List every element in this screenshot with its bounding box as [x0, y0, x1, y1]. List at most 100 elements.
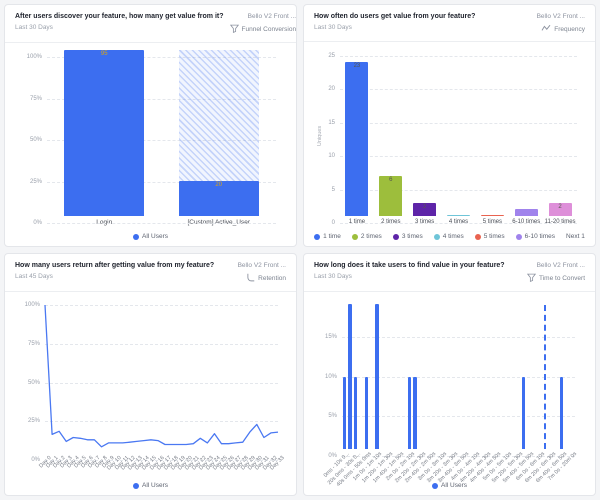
frequency-chart-plot[interactable]: 25 20 15 10 5 0 Uniques 23 6 2 2 [314, 50, 585, 226]
panel-body: 100% 75% 50% 25% 0% Day 0 Day 1 Day 2 Day 3 Day … [5, 292, 296, 495]
frequency-bar[interactable]: 2 [548, 202, 572, 216]
y-tick-label: 0% [328, 453, 337, 459]
legend-item[interactable]: All Users [431, 482, 467, 489]
legend-item[interactable]: All Users [132, 482, 168, 489]
panel-title[interactable]: How often do users get value from your f… [314, 13, 476, 20]
legend-dot [433, 233, 440, 240]
panel-header: After users discover your feature, how m… [5, 5, 296, 43]
legend-label: 4 times [442, 233, 464, 240]
gridline [340, 56, 577, 57]
legend-item[interactable]: All Users [132, 233, 168, 240]
legend-dot [431, 482, 438, 489]
panel-header-left: How long does it take users to find valu… [314, 262, 505, 280]
gridline [47, 140, 276, 141]
legend-item[interactable]: 2 times [351, 233, 382, 240]
gridline [342, 456, 575, 457]
legend-item[interactable]: 6-10 times [515, 233, 556, 240]
y-tick-label: 75% [27, 340, 40, 347]
time-to-convert-bar[interactable] [353, 376, 358, 449]
panel-header: How long does it take users to find valu… [304, 254, 595, 292]
panel-title[interactable]: How many users return after getting valu… [15, 262, 215, 269]
legend-item[interactable]: 3 times [392, 233, 423, 240]
gridline [340, 122, 577, 124]
funnel-bar[interactable]: 20 [178, 181, 259, 216]
panel-time-to-convert: How long does it take users to find valu… [303, 253, 596, 496]
time-to-convert-chart-plot[interactable]: 15% 10% 5% 0% [314, 300, 585, 459]
y-tick-label: 10 [328, 153, 335, 160]
frequency-bar[interactable]: 6 [379, 175, 403, 216]
bar-value-label: 2 [422, 203, 427, 210]
x-tick-label: 6-10 times [512, 219, 541, 225]
frequency-icon [541, 24, 551, 34]
gridline [340, 223, 577, 224]
funnel-bar[interactable]: 95 [64, 50, 145, 216]
gridline [45, 460, 278, 461]
x-axis-labels: Login [Custom] Active_User [15, 216, 286, 228]
gridline [342, 376, 575, 378]
gridline [47, 57, 276, 58]
time-to-convert-bar[interactable] [348, 304, 352, 449]
y-tick-label: 0% [31, 457, 40, 463]
time-to-convert-bar[interactable] [413, 376, 417, 449]
retention-chart-plot[interactable]: 100% 75% 50% 25% 0% [15, 300, 286, 463]
frequency-bar[interactable] [514, 209, 538, 216]
legend-item[interactable]: 4 times [433, 233, 464, 240]
frequency-bar[interactable] [446, 214, 470, 216]
chart-legend: All Users [15, 228, 286, 244]
panel-body: 25 20 15 10 5 0 Uniques 23 6 2 2 1 time 2 times 3 ti… [304, 42, 595, 246]
time-to-convert-bar[interactable] [342, 376, 347, 449]
x-axis-labels: 1 time 2 times 3 times 4 times 5 times 6-10 t… [314, 216, 585, 228]
panel-header-left: How many users return after getting valu… [15, 262, 214, 280]
panel-source-link[interactable]: Bello V2 Front ... [536, 262, 585, 269]
gridline [340, 189, 577, 191]
panel-chart-type: Retention [238, 273, 286, 284]
time-to-convert-bar[interactable] [407, 376, 412, 449]
gridline [342, 416, 575, 418]
y-tick-label: 20 [328, 86, 335, 93]
panel-source-link[interactable]: Bello V2 Front ... [237, 262, 286, 269]
legend-label: 1 time [323, 233, 341, 240]
time-to-convert-bar[interactable] [521, 376, 526, 449]
retention-line[interactable] [15, 300, 286, 460]
legend-item[interactable]: 5 times [474, 233, 505, 240]
frequency-bar[interactable] [480, 214, 504, 216]
y-tick-label: 15 [328, 119, 335, 126]
legend-dot [132, 482, 139, 489]
gridline [45, 305, 278, 306]
panel-source-link[interactable]: Bello V2 Front ... [536, 13, 585, 20]
y-tick-label: 75% [29, 95, 42, 102]
time-to-convert-bar[interactable] [559, 376, 564, 449]
gridline [340, 89, 577, 91]
gridline [47, 181, 276, 183]
legend-dot [314, 233, 321, 240]
panel-title[interactable]: After users discover your feature, how m… [15, 13, 224, 20]
bar-value-label: 20 [215, 182, 223, 189]
gridline [340, 156, 577, 158]
panel-source-link[interactable]: Bello V2 Front ... [247, 13, 297, 20]
time-to-convert-bar[interactable] [364, 376, 369, 449]
legend-label: 6-10 times [524, 233, 556, 240]
y-tick-label: 25 [328, 53, 335, 59]
gridline [45, 382, 278, 384]
x-axis-labels: Day 0 Day 1 Day 2 Day 3 Day 4 Day 5 Day 6 Day 7… [15, 453, 286, 477]
panel-header-right: Bello V2 Front ... Funnel Conversion [224, 13, 297, 35]
chart-type-label: Funnel Conversion [241, 26, 297, 33]
bar-value-label: 2 [558, 203, 562, 210]
x-tick-label: 1 time [348, 219, 366, 225]
panel-date-range: Last 45 Days [15, 273, 53, 280]
funnel-chart-plot[interactable]: 100% 75% 50% 25% 0% 95 20 [15, 50, 286, 226]
panel-date-range: Last 30 Days [314, 273, 352, 280]
frequency-bar[interactable]: 2 [413, 202, 437, 216]
legend-label: All Users [440, 482, 467, 489]
x-tick-label: [Custom] Active_User [187, 219, 251, 226]
x-tick-label: 2 times [381, 219, 401, 225]
legend-dot [474, 233, 481, 240]
legend-label: 2 times [360, 233, 382, 240]
panel-title[interactable]: How long does it take users to find valu… [314, 262, 505, 269]
frequency-bar[interactable]: 23 [345, 62, 369, 216]
legend-label: All Users [141, 482, 168, 489]
chart-type-label: Retention [258, 275, 286, 282]
legend-item[interactable]: 1 time [314, 233, 341, 240]
legend-next-link[interactable]: Next 1 [566, 233, 585, 240]
time-to-convert-bar[interactable] [375, 304, 379, 449]
